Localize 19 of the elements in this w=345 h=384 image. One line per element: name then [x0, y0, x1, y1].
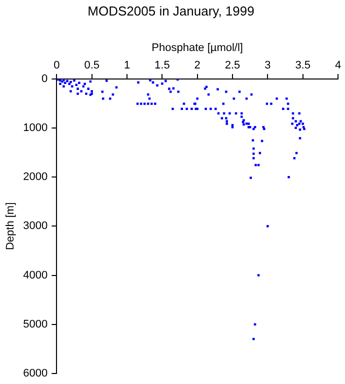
y-tick-label: 5000 — [23, 318, 48, 330]
y-tick-label: 1000 — [23, 122, 48, 134]
y-tick-label: 0 — [42, 73, 48, 86]
x-tick-label: 3 — [264, 59, 271, 72]
x-tick-label: 4 — [334, 59, 342, 72]
x-tick-label: 0 — [54, 59, 60, 72]
x-tick-label: 2.5 — [224, 59, 240, 72]
x-tick-label: 0.5 — [84, 59, 100, 72]
x-tick-label: 1.5 — [154, 59, 170, 72]
chart-title: MODS2005 in January, 1999 — [88, 3, 254, 18]
x-tick-label: 2 — [194, 59, 200, 72]
y-tick-label: 4000 — [23, 269, 48, 282]
x-axis-title: Phosphate [µmol/l] — [152, 42, 244, 54]
x-tick-label: 1 — [124, 59, 130, 72]
y-axis-title: Depth [m] — [4, 202, 17, 250]
y-tick-label: 6000 — [23, 367, 48, 380]
y-tick-label: 2000 — [23, 171, 48, 184]
y-tick-label: 3000 — [23, 220, 48, 232]
x-tick-label: 3.5 — [295, 59, 310, 72]
